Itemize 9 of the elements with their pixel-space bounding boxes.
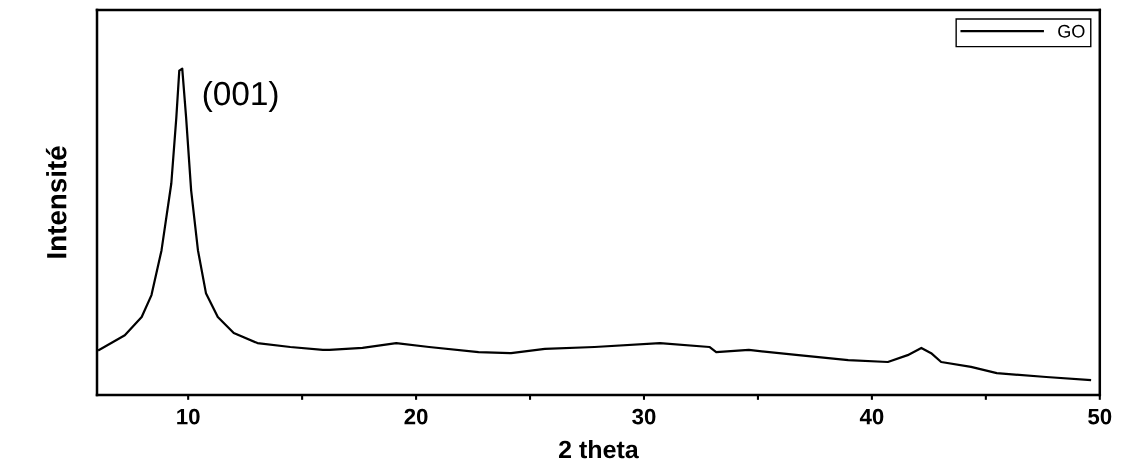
x-tick-label: 40 bbox=[859, 408, 884, 425]
legend-label: GO bbox=[1058, 24, 1085, 38]
x-tick-label: 30 bbox=[632, 408, 656, 425]
x-tick-label: 50 bbox=[1088, 408, 1112, 425]
annotation: (001) bbox=[203, 80, 278, 112]
x-tick-label: 20 bbox=[404, 408, 428, 425]
y-axis-title: Intensité bbox=[45, 146, 67, 258]
x-tick-label: 10 bbox=[177, 408, 200, 425]
x-axis-title: 2 theta bbox=[558, 439, 639, 459]
